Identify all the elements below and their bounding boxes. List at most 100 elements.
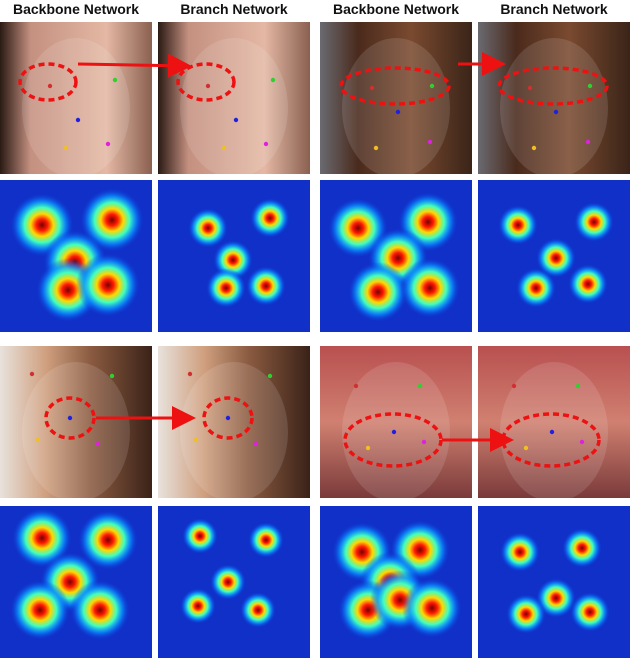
heat-blob — [246, 266, 286, 306]
heat-blob — [210, 564, 246, 600]
landmark — [187, 371, 193, 377]
landmark — [29, 371, 35, 377]
landmark — [523, 445, 529, 451]
face-bg — [320, 346, 472, 498]
heat-blob — [180, 588, 216, 624]
face-bg — [320, 22, 472, 174]
heatmap — [158, 506, 310, 658]
landmark — [373, 145, 379, 151]
landmark — [63, 145, 69, 151]
landmark — [267, 373, 273, 379]
landmark — [365, 445, 371, 451]
face-image — [478, 346, 630, 502]
face-shape — [500, 38, 608, 178]
heat-blob — [574, 202, 614, 242]
heat-blob — [240, 592, 276, 628]
landmark — [549, 429, 555, 435]
heatmap — [0, 506, 152, 658]
landmark — [263, 141, 269, 147]
face-shape — [342, 38, 450, 178]
face-image — [0, 22, 152, 178]
landmark — [527, 85, 533, 91]
landmark — [353, 383, 359, 389]
face-bg — [158, 22, 310, 174]
face-image — [0, 346, 152, 502]
heat-blob — [70, 580, 130, 640]
face-image — [320, 22, 472, 178]
highlight-ellipse — [18, 62, 78, 102]
landmark — [587, 83, 593, 89]
face-image — [158, 346, 310, 502]
landmark — [391, 429, 397, 435]
landmark — [585, 139, 591, 145]
landmark — [270, 77, 276, 83]
landmark — [35, 437, 41, 443]
heat-blob — [78, 510, 138, 570]
face-shape — [22, 362, 130, 502]
face-shape — [180, 362, 288, 502]
heat-blob — [250, 198, 290, 238]
landmark — [395, 109, 401, 115]
column-header: Backbone Network — [333, 1, 459, 17]
heat-blob — [516, 268, 556, 308]
landmark — [421, 439, 427, 445]
face-shape — [180, 38, 288, 178]
heat-blob — [506, 594, 546, 634]
landmark — [369, 85, 375, 91]
landmark — [427, 139, 433, 145]
heat-blob — [188, 208, 228, 248]
heat-blob — [536, 238, 576, 278]
landmark — [233, 117, 239, 123]
heatmap — [478, 506, 630, 658]
heat-blob — [12, 508, 72, 568]
heat-blob — [498, 205, 538, 245]
heatmap — [158, 180, 310, 332]
face-image — [320, 346, 472, 502]
landmark — [429, 83, 435, 89]
landmark — [75, 117, 81, 123]
highlight-ellipse — [339, 66, 451, 106]
highlight-ellipse — [202, 396, 254, 440]
highlight-ellipse — [497, 66, 609, 106]
heat-blob — [500, 532, 540, 572]
highlight-ellipse — [176, 62, 236, 102]
heat-blob — [182, 518, 218, 554]
landmark — [112, 77, 118, 83]
face-image — [478, 22, 630, 178]
heat-blob — [562, 528, 602, 568]
heat-blob — [536, 578, 576, 618]
heat-blob — [206, 268, 246, 308]
column-header: Backbone Network — [13, 1, 139, 17]
heat-blob — [402, 578, 462, 638]
landmark — [575, 383, 581, 389]
heat-blob — [568, 264, 608, 304]
face-bg — [478, 346, 630, 498]
heat-blob — [248, 522, 284, 558]
landmark — [253, 441, 259, 447]
heatmap — [0, 180, 152, 332]
landmark — [105, 141, 111, 147]
column-header: Branch Network — [180, 1, 288, 17]
landmark — [221, 145, 227, 151]
landmark — [553, 109, 559, 115]
landmark — [109, 373, 115, 379]
landmark — [225, 415, 231, 421]
landmark — [67, 415, 73, 421]
highlight-ellipse — [501, 412, 601, 468]
landmark — [47, 83, 53, 89]
heat-blob — [80, 188, 144, 252]
face-bg — [478, 22, 630, 174]
face-bg — [0, 22, 152, 174]
highlight-ellipse — [343, 412, 443, 468]
heat-blob — [570, 592, 610, 632]
heatmap — [320, 180, 472, 332]
heat-blob — [10, 580, 70, 640]
face-bg — [0, 346, 152, 498]
heat-blob — [348, 262, 408, 322]
heat-blob — [76, 253, 140, 317]
column-header: Branch Network — [500, 1, 608, 17]
heatmap — [478, 180, 630, 332]
landmark — [95, 441, 101, 447]
arrow — [77, 53, 192, 78]
